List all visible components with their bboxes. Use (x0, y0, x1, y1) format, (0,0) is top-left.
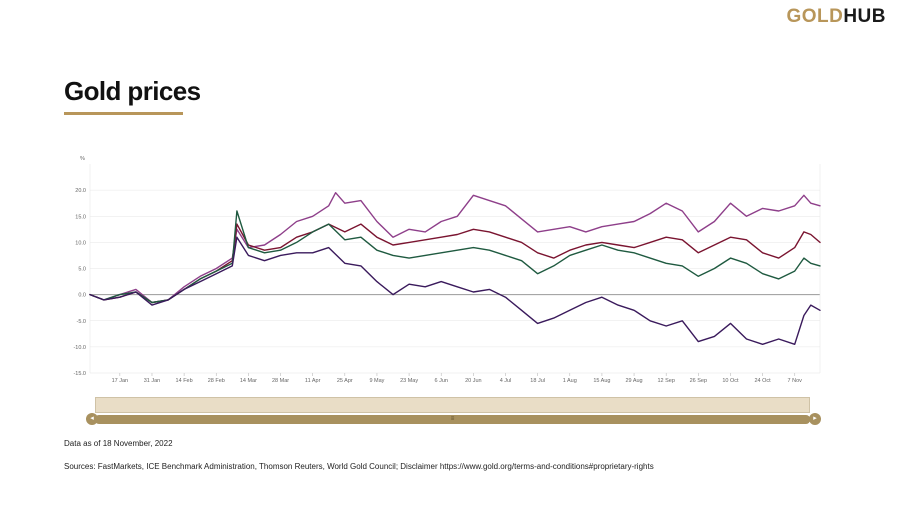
x-tick-label: 31 Jan (144, 378, 161, 384)
y-tick-label: 5.0 (78, 267, 86, 273)
x-tick-label: 24 Oct (755, 378, 772, 384)
y-tick-label: -5.0 (77, 319, 86, 325)
y-tick-label: 10.0 (75, 240, 86, 246)
sources-note: Sources: FastMarkets, ICE Benchmark Admi… (64, 462, 654, 471)
x-tick-label: 18 Jul (530, 378, 545, 384)
y-tick-label: 20.0 (75, 188, 86, 194)
x-tick-label: 12 Sep (657, 378, 674, 384)
series-line-2 (89, 223, 821, 304)
y-tick-label: 15.0 (75, 214, 86, 220)
scroll-left-icon[interactable]: ◂ (86, 413, 98, 425)
range-navigator[interactable]: ≡ ◂ ▸ (86, 395, 821, 429)
x-tick-label: 9 May (369, 378, 384, 384)
x-tick-label: 4 Jul (500, 378, 512, 384)
scroll-right-icon[interactable]: ▸ (809, 413, 821, 425)
x-tick-label: 14 Mar (240, 378, 257, 384)
x-tick-label: 29 Aug (625, 378, 642, 384)
series-line-4 (89, 236, 821, 345)
x-tick-label: 26 Sep (690, 378, 707, 384)
x-tick-label: 25 Apr (337, 378, 353, 384)
grip-icon[interactable]: ≡ (450, 416, 455, 422)
series-layer (89, 191, 821, 345)
page-title: Gold prices (64, 76, 201, 106)
x-axis: 17 Jan 31 Jan 14 Feb 28 Feb 14 Mar 28 Mar 11 A… (112, 373, 803, 384)
y-tick-label: -15.0 (73, 371, 86, 377)
x-tick-label: 23 May (400, 378, 418, 384)
title-underline (64, 112, 183, 115)
x-tick-label: 20 Jun (465, 378, 482, 384)
y-axis-unit-label: % (80, 156, 85, 162)
x-tick-label: 17 Jan (112, 378, 129, 384)
y-tick-label: 0.0 (78, 293, 86, 299)
x-tick-label: 28 Feb (208, 378, 225, 384)
navigator-scrollbar[interactable] (95, 415, 810, 424)
x-tick-label: 15 Aug (593, 378, 610, 384)
x-tick-label: 10 Oct (722, 378, 739, 384)
x-tick-label: 11 Apr (305, 378, 321, 384)
data-as-of-note: Data as of 18 November, 2022 (64, 439, 173, 448)
y-axis: -15.0 -10.0 -5.0 0.0 5.0 10.0 15.0 20.0 (73, 188, 86, 377)
series-line-1 (89, 191, 821, 304)
logo-gold-text: GOLD (786, 6, 844, 27)
x-tick-label: 1 Aug (563, 378, 577, 384)
logo-hub-text: HUB (843, 6, 886, 27)
navigator-track[interactable] (95, 397, 810, 413)
series-line-3 (89, 210, 821, 304)
x-tick-label: 14 Feb (176, 378, 193, 384)
grid-layer (89, 164, 821, 374)
y-tick-label: -10.0 (73, 345, 86, 351)
x-tick-label: 6 Jun (434, 378, 447, 384)
goldhub-logo[interactable]: GOLDHUB (786, 6, 886, 28)
x-tick-label: 28 Mar (272, 378, 289, 384)
x-tick-label: 7 Nov (788, 378, 803, 384)
